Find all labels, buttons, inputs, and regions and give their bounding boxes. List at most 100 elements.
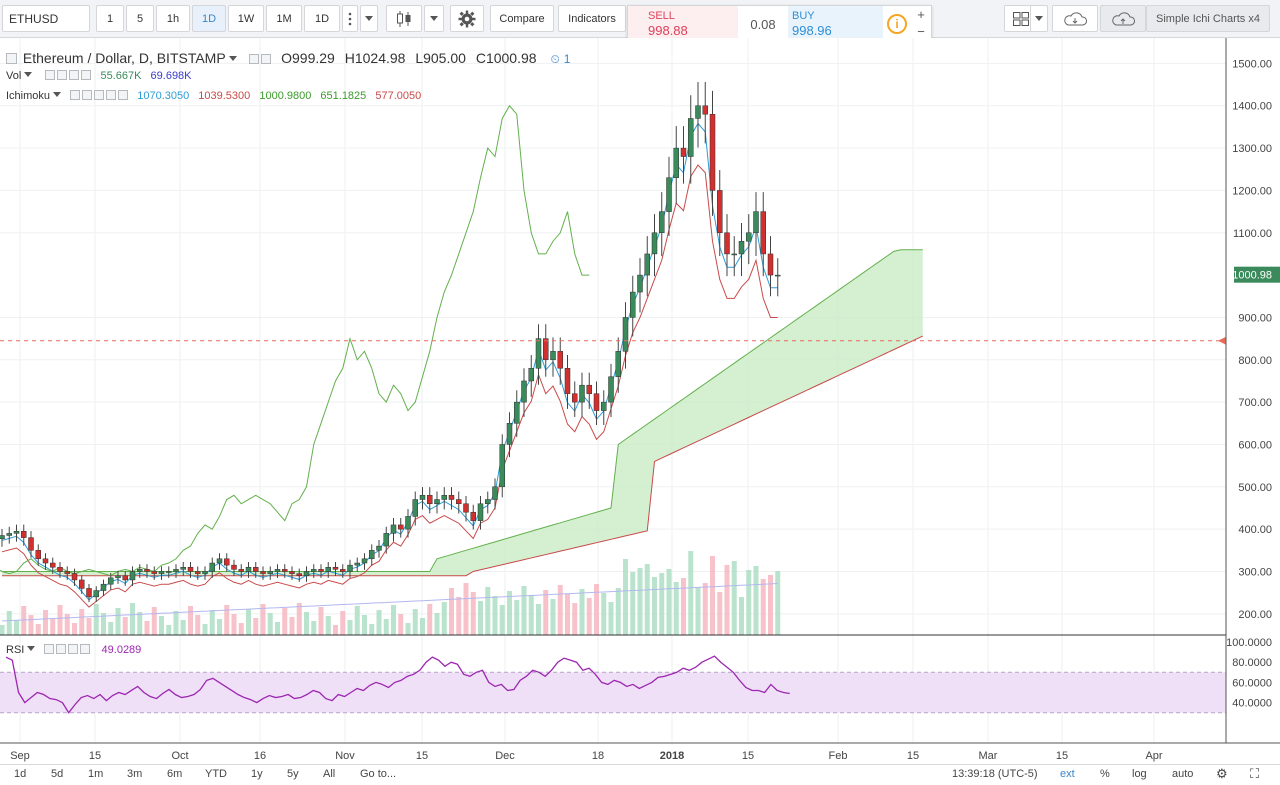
range-5d-button[interactable]: 5d [51, 768, 64, 780]
time-axis-label: 15 [742, 750, 754, 762]
chart-style-dropdown[interactable] [424, 5, 444, 32]
buy-button[interactable]: BUY 998.96 [788, 6, 883, 42]
volume-bar [695, 587, 701, 635]
eye-icon[interactable] [249, 54, 260, 64]
candle-body [390, 524, 397, 534]
interval-1w-button[interactable]: 1W [228, 5, 264, 32]
add-icon[interactable] [69, 70, 80, 80]
volume-bar [43, 610, 48, 635]
candle-body [296, 573, 302, 576]
chevron-down-icon[interactable] [24, 72, 33, 77]
close-icon[interactable] [80, 644, 91, 654]
alerts-count: 1 [563, 52, 571, 66]
price-axis-label: 200.00 [1238, 609, 1272, 621]
source-icon[interactable] [94, 90, 105, 100]
log-scale-toggle[interactable]: log [1132, 768, 1147, 780]
interval-5-button[interactable]: 5 [126, 5, 154, 32]
volume-label[interactable]: Vol [6, 70, 22, 82]
layout-name-button[interactable]: Simple Ichi Charts x4 [1146, 5, 1270, 32]
compare-button[interactable]: Compare [490, 5, 554, 32]
price-axis-label: 500.00 [1238, 482, 1272, 494]
range-ytd-button[interactable]: YTD [205, 768, 227, 780]
add-icon[interactable] [106, 90, 117, 100]
interval-1-button[interactable]: 1 [96, 5, 124, 32]
range-1y-button[interactable]: 1y [251, 768, 263, 780]
volume-bar [217, 619, 222, 635]
cloud-load-button[interactable] [1052, 5, 1098, 32]
vertical-dots-icon [348, 12, 352, 25]
sell-button[interactable]: SELL 998.88 [628, 6, 738, 42]
rsi-label[interactable]: RSI [6, 644, 25, 656]
cloud-save-button[interactable] [1100, 5, 1146, 32]
quantity-increase-button[interactable]: + [917, 7, 925, 22]
collapse-icon[interactable] [6, 53, 17, 64]
candle-body [383, 533, 389, 547]
interval-1d-button[interactable]: 1D [192, 5, 226, 32]
series-title[interactable]: Ethereum / Dollar, D, BITSTAMP [22, 50, 226, 66]
interval-1h-button[interactable]: 1h [156, 5, 190, 32]
horizontal-line-marker-icon[interactable] [1218, 336, 1226, 345]
range-6m-button[interactable]: 6m [167, 768, 183, 780]
candle-body [434, 499, 440, 504]
range-all-button[interactable]: All [323, 768, 336, 780]
indicators-button[interactable]: Indicators [558, 5, 626, 32]
auto-scale-toggle[interactable]: auto [1172, 768, 1194, 780]
interval-dropdown-button[interactable] [360, 5, 378, 32]
goto-date-button[interactable]: Go to... [360, 768, 397, 780]
rsi-axis-label: 80.0000 [1232, 657, 1272, 669]
candle-body [303, 571, 310, 576]
range-1d-button[interactable]: 1d [14, 768, 27, 780]
candle-body [122, 575, 128, 581]
spread-value: 0.08 [750, 16, 776, 32]
quantity-decrease-button[interactable]: − [917, 24, 925, 39]
chart-pane[interactable]: 1500.00 1400.00 1300.00 1200.00 1100.00 900.0… [0, 38, 1280, 764]
volume-bar [14, 620, 19, 635]
range-1m-button[interactable]: 1m [88, 768, 104, 780]
eye-icon[interactable] [70, 90, 81, 100]
volume-bar [528, 595, 534, 635]
chevron-down-icon[interactable] [27, 646, 36, 651]
clock-display[interactable]: 13:39:18 (UTC-5) [952, 768, 1038, 780]
eye-icon[interactable] [45, 70, 56, 80]
settings-icon[interactable] [82, 90, 93, 100]
volume-bar [275, 622, 280, 635]
chart-canvas[interactable]: 1500.001400.001300.001200.001100.00900.0… [0, 38, 1280, 764]
volume-bar [238, 623, 244, 635]
close-icon[interactable] [81, 70, 92, 80]
range-3m-button[interactable]: 3m [127, 768, 143, 780]
candle-body [6, 533, 12, 536]
settings-icon[interactable] [56, 644, 67, 654]
info-icon[interactable]: i [887, 14, 907, 34]
gear-icon[interactable]: ⚙ [1216, 766, 1228, 781]
chikou-span-line [0, 104, 590, 577]
more-intervals-icon[interactable] [342, 5, 358, 32]
settings-button[interactable] [450, 5, 484, 32]
volume-bar [340, 611, 346, 635]
interval-custom-button[interactable]: 1D [304, 5, 340, 32]
volume-bar [362, 615, 367, 635]
range-5y-button[interactable]: 5y [287, 768, 299, 780]
candle-body [13, 531, 20, 534]
alert-icon[interactable]: ⏲ [550, 52, 560, 66]
interval-1m-button[interactable]: 1M [266, 5, 302, 32]
volume-bar [122, 617, 128, 635]
ichimoku-label[interactable]: Ichimoku [6, 90, 51, 102]
eye-icon[interactable] [44, 644, 55, 654]
add-icon[interactable] [68, 644, 79, 654]
layout-dropdown[interactable] [1030, 5, 1048, 32]
chart-style-button[interactable] [386, 5, 422, 32]
symbol-input[interactable]: ETHUSD [2, 5, 90, 32]
fullscreen-icon[interactable]: ⛶ [1250, 766, 1260, 781]
volume-bar [746, 570, 752, 635]
extended-hours-toggle[interactable]: ext [1060, 768, 1075, 780]
settings-icon[interactable] [261, 54, 272, 64]
chevron-down-icon[interactable] [53, 92, 62, 97]
chevron-down-icon[interactable] [229, 56, 238, 61]
volume-bar [608, 602, 614, 635]
volume-bar [333, 625, 338, 635]
percent-scale-toggle[interactable]: % [1100, 768, 1110, 780]
close-icon[interactable] [118, 90, 129, 100]
candle-body [180, 567, 186, 570]
candle-body [398, 524, 404, 530]
settings-icon[interactable] [57, 70, 68, 80]
